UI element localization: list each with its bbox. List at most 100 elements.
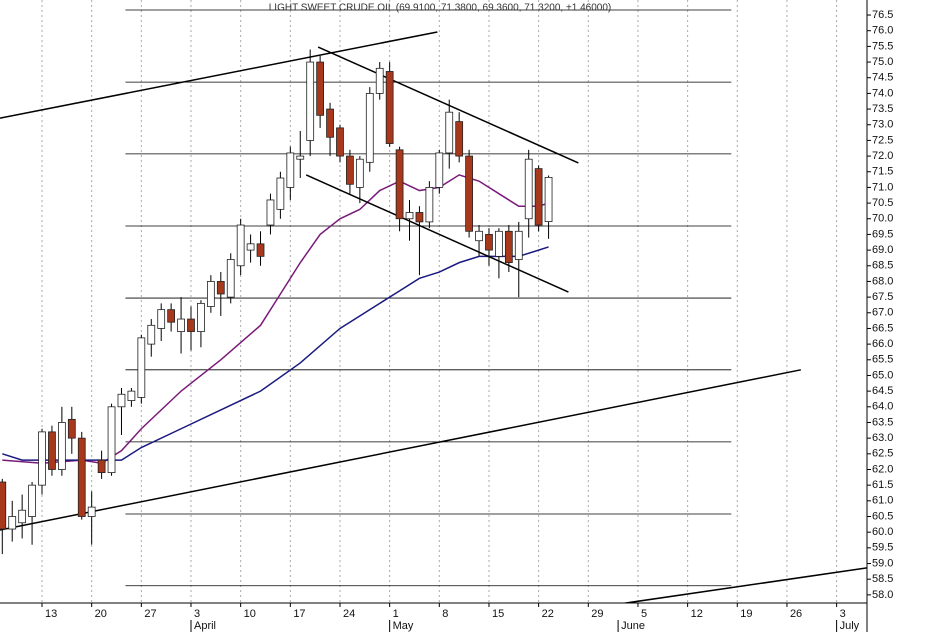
- candle-body: [534, 168, 543, 226]
- candle-body: [67, 418, 76, 439]
- y-tick-label: 59.0: [872, 557, 893, 569]
- x-tick-label: 15: [492, 608, 504, 620]
- candle-body: [385, 71, 394, 144]
- trend-line: [305, 174, 569, 293]
- candle-body: [246, 243, 255, 251]
- candle-body: [147, 324, 156, 345]
- candle-body: [58, 422, 66, 470]
- candle-body: [355, 158, 364, 188]
- x-tick-label: 24: [343, 608, 355, 620]
- trend-line: [0, 369, 801, 531]
- candle-body: [216, 281, 225, 295]
- x-tick-label: 5: [641, 608, 647, 620]
- y-tick-label: 64.5: [872, 385, 893, 397]
- candle-body: [425, 187, 434, 223]
- x-tick-label: 10: [244, 608, 256, 620]
- y-tick-label: 62.0: [872, 463, 893, 475]
- y-tick-label: 61.0: [872, 495, 893, 507]
- candle-body: [87, 506, 96, 517]
- candle-body: [405, 212, 414, 220]
- y-tick-label: 70.5: [872, 197, 893, 209]
- y-tick-label: 67.5: [872, 291, 893, 303]
- candle-body: [97, 459, 106, 474]
- x-tick-label: 27: [144, 608, 156, 620]
- trend-line: [317, 46, 579, 164]
- y-tick-label: 74.5: [872, 72, 893, 84]
- y-tick-label: 66.0: [872, 338, 893, 350]
- x-tick-label: 17: [293, 608, 305, 620]
- x-tick-label: 1: [393, 608, 399, 620]
- y-tick-label: 73.5: [872, 103, 893, 115]
- candle-body: [544, 176, 553, 222]
- candle-body: [38, 431, 46, 486]
- candle-body: [266, 199, 275, 226]
- moving-average: [2, 174, 549, 465]
- y-tick-label: 72.0: [872, 150, 893, 162]
- y-tick-label: 60.0: [872, 526, 893, 538]
- y-tick-label: 74.0: [872, 87, 893, 99]
- x-tick-label: 20: [95, 608, 107, 620]
- y-tick-label: 76.5: [872, 9, 893, 21]
- candle-body: [514, 230, 523, 260]
- candle-body: [465, 155, 473, 232]
- y-tick-label: 63.5: [872, 416, 893, 428]
- candle-body: [0, 481, 7, 530]
- candle-body: [485, 234, 493, 251]
- candle-body: [504, 230, 513, 264]
- trend-line: [0, 31, 438, 119]
- y-tick-label: 70.0: [872, 213, 893, 225]
- candle-body: [107, 406, 116, 474]
- y-tick-label: 60.5: [872, 510, 893, 522]
- y-tick-label: 58.5: [872, 573, 893, 585]
- candle-body: [167, 309, 176, 323]
- candle-body: [197, 302, 205, 332]
- y-tick-label: 73.0: [872, 119, 893, 131]
- y-tick-label: 69.0: [872, 244, 893, 256]
- candle-body: [336, 127, 344, 157]
- candle-body: [187, 318, 195, 332]
- candle-body: [346, 155, 354, 185]
- candle-body: [157, 309, 166, 329]
- month-label: April: [194, 620, 216, 632]
- y-tick-label: 69.5: [872, 228, 893, 240]
- y-tick-label: 68.0: [872, 275, 893, 287]
- moving-average: [2, 246, 549, 461]
- y-tick-label: 61.5: [872, 479, 893, 491]
- plot-area: [0, 0, 867, 603]
- candle-body: [18, 509, 27, 524]
- y-tick-label: 65.0: [872, 369, 893, 381]
- candle-body: [286, 152, 295, 188]
- y-tick-label: 62.5: [872, 448, 893, 460]
- y-tick-label: 63.0: [872, 432, 893, 444]
- candle-body: [236, 224, 245, 267]
- y-tick-label: 75.5: [872, 40, 893, 52]
- candle-body: [137, 337, 146, 398]
- x-tick-label: 19: [740, 608, 752, 620]
- candle-body: [326, 108, 334, 138]
- y-tick-label: 58.0: [872, 589, 893, 601]
- candle-body: [276, 177, 285, 210]
- candle-body: [306, 61, 315, 141]
- trend-line: [620, 567, 867, 603]
- candle-body: [127, 390, 136, 401]
- candle-body: [177, 318, 185, 332]
- candle-body: [316, 61, 324, 116]
- candle-body: [117, 393, 126, 408]
- chart-title: LIGHT SWEET CRUDE OIL (69.9100, 71.3800,…: [269, 3, 612, 14]
- x-tick-label: 3: [194, 608, 200, 620]
- y-tick-label: 71.0: [872, 181, 893, 193]
- candle-body: [206, 281, 215, 307]
- y-tick-label: 64.0: [872, 401, 893, 413]
- y-tick-label: 59.5: [872, 542, 893, 554]
- month-label: July: [840, 620, 860, 632]
- y-tick-label: 72.5: [872, 134, 893, 146]
- y-tick-label: 76.0: [872, 25, 893, 37]
- y-tick-label: 68.5: [872, 260, 893, 272]
- x-tick-label: 12: [691, 608, 703, 620]
- candle-body: [495, 230, 503, 257]
- candle-body: [445, 111, 454, 154]
- y-tick-label: 67.0: [872, 307, 893, 319]
- candle-body: [375, 67, 384, 94]
- x-tick-label: 3: [840, 608, 846, 620]
